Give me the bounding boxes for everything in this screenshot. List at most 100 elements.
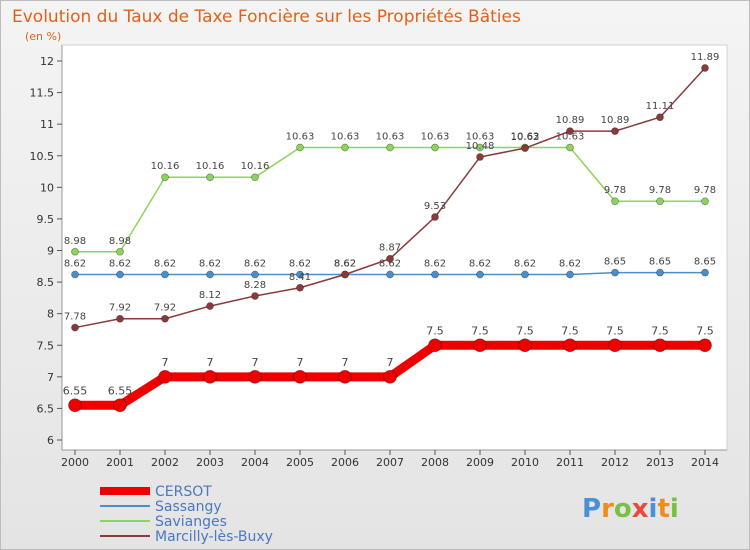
data-label: 8.62 <box>514 259 536 270</box>
data-label: 6.55 <box>63 384 88 397</box>
x-tick-label: 2003 <box>196 456 224 469</box>
brand-letter: t <box>657 494 669 524</box>
data-label: 8.62 <box>559 259 581 270</box>
data-label: 7.5 <box>561 324 579 337</box>
data-point <box>116 314 124 323</box>
x-tick-label: 2012 <box>601 456 629 469</box>
data-label: 8.62 <box>154 259 176 270</box>
brand-letter: x <box>632 494 649 524</box>
data-point <box>473 338 487 353</box>
data-label: 8.65 <box>694 257 716 268</box>
data-label: 8.62 <box>334 259 356 270</box>
data-label: 8.62 <box>244 259 266 270</box>
data-point <box>476 143 484 152</box>
data-point <box>476 270 484 279</box>
data-point <box>341 143 349 152</box>
data-point <box>611 127 619 136</box>
data-label: 9.78 <box>649 185 671 196</box>
data-label: 8.28 <box>244 280 266 291</box>
legend-label: CERSOT <box>155 484 212 500</box>
data-label: 10.63 <box>331 132 360 143</box>
data-point <box>116 270 124 279</box>
data-point <box>431 270 439 279</box>
data-label: 10.89 <box>556 115 585 126</box>
data-label: 9.53 <box>424 201 446 212</box>
data-point <box>653 338 667 353</box>
brand-logo: Proxiti <box>582 494 679 524</box>
data-point <box>386 270 394 279</box>
chart-title: Evolution du Taux de Taxe Foncière sur l… <box>12 7 521 27</box>
data-point <box>656 197 664 206</box>
data-label: 10.63 <box>511 132 540 143</box>
data-label: 10.16 <box>241 161 270 172</box>
data-label: 7 <box>162 356 169 369</box>
brand-letter: i <box>649 494 658 524</box>
data-point <box>518 338 532 353</box>
data-point <box>341 270 349 279</box>
y-tick-label: 6.5 <box>37 402 55 415</box>
data-label: 7.5 <box>651 324 669 337</box>
data-label: 11.11 <box>646 101 675 112</box>
data-label: 11.89 <box>691 52 720 63</box>
data-point <box>386 143 394 152</box>
y-tick-label: 7 <box>47 371 54 384</box>
x-tick-label: 2010 <box>511 456 539 469</box>
series-marcilly-l-s-buxy: 7.78 7.92 7.92 8.12 8.28 8.41 8.62 8.87 9.53 10.4… <box>64 52 720 332</box>
data-label: 7.92 <box>109 303 131 314</box>
data-point <box>701 64 709 72</box>
data-point <box>158 369 172 384</box>
data-label: 7 <box>387 356 394 369</box>
y-tick-label: 9 <box>47 245 54 258</box>
data-point <box>293 369 307 384</box>
x-tick-label: 2000 <box>61 456 89 469</box>
y-tick-label: 8.5 <box>37 276 55 289</box>
data-label: 7 <box>252 356 259 369</box>
data-point <box>206 270 214 279</box>
series-sassangy: 8.62 8.62 8.62 8.62 8.62 8.62 8.62 8.62 8.62 8.62… <box>64 257 716 279</box>
data-point <box>68 398 82 413</box>
data-point <box>296 270 304 279</box>
data-point <box>206 302 214 310</box>
data-label: 8.62 <box>289 259 311 270</box>
data-point <box>521 270 529 279</box>
data-point <box>251 270 259 279</box>
data-point <box>563 338 577 353</box>
data-point <box>338 369 352 384</box>
data-label: 8.12 <box>199 290 221 301</box>
data-point <box>656 113 664 122</box>
data-label: 8.41 <box>289 272 311 283</box>
data-point <box>116 247 124 256</box>
data-label: 10.63 <box>376 132 405 143</box>
legend-label: Savianges <box>155 514 227 530</box>
legend-label: Marcilly-lès-Buxy <box>155 529 273 545</box>
data-label: 8.62 <box>199 259 221 270</box>
data-point <box>161 314 169 323</box>
data-label: 7.5 <box>696 324 714 337</box>
y-tick-label: 8 <box>47 308 54 321</box>
data-label: 7.5 <box>471 324 489 337</box>
data-label: 7.5 <box>516 324 534 337</box>
brand-letter: P <box>582 494 601 524</box>
data-point <box>566 270 574 279</box>
data-point <box>431 143 439 152</box>
axes: 6 6.5 7 7.5 8 8.5 9 9.5 10 10.5 11 11.5 12 2000 2001 20… <box>30 45 727 469</box>
data-point <box>701 268 709 277</box>
data-label: 7 <box>207 356 214 369</box>
data-label: 8.98 <box>109 236 131 247</box>
plot-area <box>61 44 728 451</box>
data-point <box>476 153 484 161</box>
data-point <box>161 270 169 279</box>
data-label: 10.62 <box>511 132 540 143</box>
brand-text: Proxiti <box>582 494 679 524</box>
x-tick-label: 2011 <box>556 456 584 469</box>
data-point <box>428 338 442 353</box>
data-label: 8.62 <box>469 259 491 270</box>
data-label: 8.65 <box>604 257 626 268</box>
series-cersot: 6.55 6.55 7 7 7 7 7 7 7.5 7.5 7.5 7.5 7.5 7.5 7.5 <box>63 324 714 413</box>
data-point <box>698 338 712 353</box>
x-tick-label: 2013 <box>646 456 674 469</box>
data-point <box>566 143 574 152</box>
x-tick-label: 2001 <box>106 456 134 469</box>
